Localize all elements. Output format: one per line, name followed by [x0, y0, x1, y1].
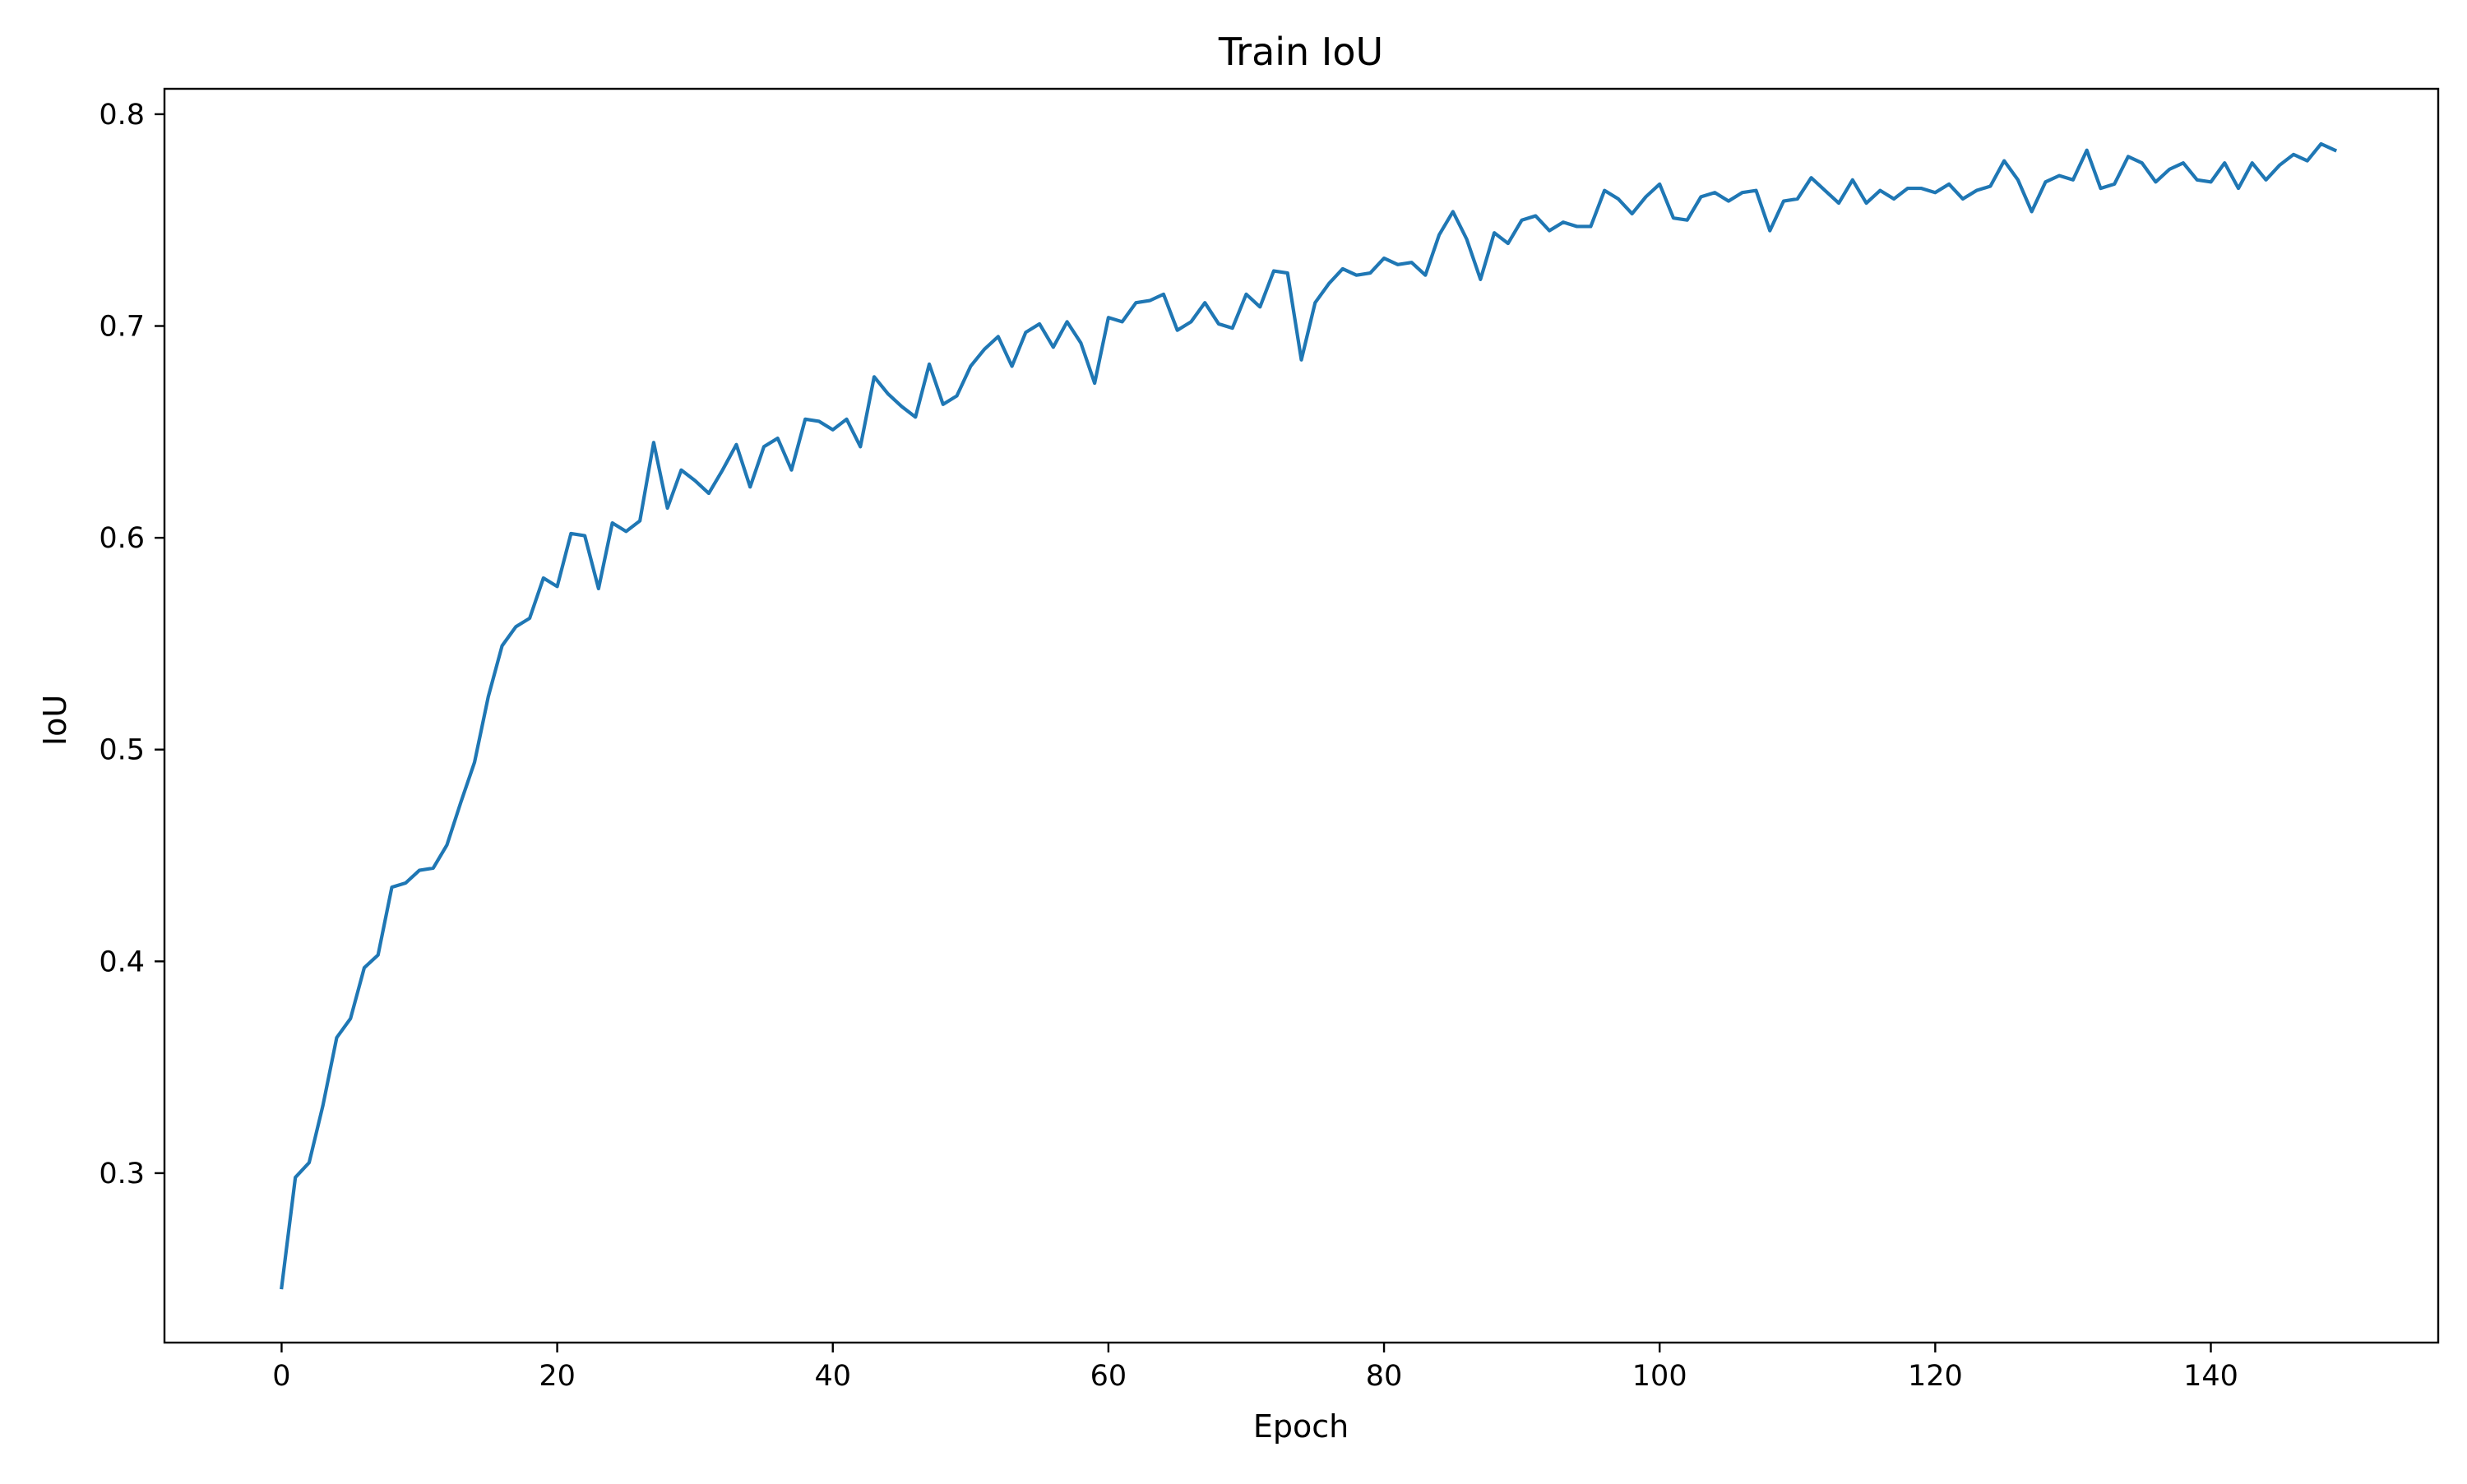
x-axis-ticks: 0 20 40 60 80 100 120 140 [272, 1343, 2238, 1393]
x-axis-label: Epoch [1253, 1408, 1349, 1445]
y-tick-label: 0.5 [99, 734, 145, 767]
x-tick-label: 100 [1632, 1360, 1687, 1393]
y-tick-label: 0.3 [99, 1158, 145, 1190]
x-tick-label: 80 [1366, 1360, 1403, 1393]
plot-area [163, 87, 2440, 1344]
x-tick-label: 120 [1908, 1360, 1963, 1393]
x-tick-label: 140 [2183, 1360, 2238, 1393]
series-line-0 [280, 141, 2338, 1290]
x-tick-label: 60 [1090, 1360, 1127, 1393]
y-tick-label: 0.7 [99, 311, 145, 344]
axes-frame [163, 87, 2440, 1344]
x-tick-label: 40 [814, 1360, 851, 1393]
x-tick-label: 0 [272, 1360, 290, 1393]
x-tick-label: 20 [539, 1360, 576, 1393]
y-tick-label: 0.8 [99, 99, 145, 132]
y-tick-label: 0.6 [99, 522, 145, 555]
y-axis-ticks: 0.3 0.4 0.5 0.6 0.7 0.8 [99, 99, 164, 1190]
y-tick-label: 0.4 [99, 945, 145, 978]
y-axis-label: IoU [37, 695, 73, 746]
chart-title: Train IoU [1218, 30, 1383, 74]
